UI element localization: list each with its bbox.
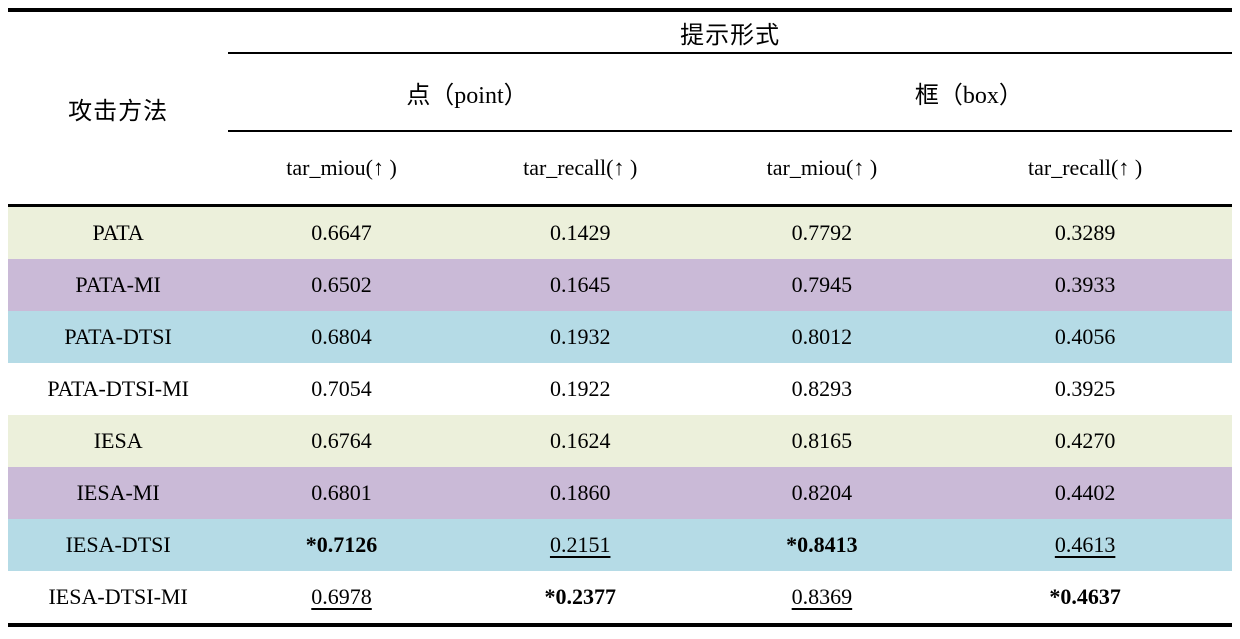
metric-header-tar-recall-point: tar_recall(↑ ) [454,131,706,207]
value-cell: 0.6804 [311,324,372,349]
method-cell: PATA [92,220,144,245]
value-cell: 0.3289 [1054,220,1116,245]
results-table: 攻击方法 提示形式 点（point） 框（box） tar_miou(↑ ) t… [8,8,1232,627]
prompt-form-header: 提示形式 [228,10,1232,54]
metric-header-tar-miou-box: tar_miou(↑ ) [705,131,939,207]
metric-header-tar-recall-box: tar_recall(↑ ) [938,131,1232,207]
value-cell: 0.1922 [549,376,611,401]
value-cell-best: *0.8413 [786,532,858,557]
value-cell: 0.8204 [791,480,853,505]
method-cell: IESA-DTSI-MI [48,584,188,609]
method-cell: IESA [93,428,143,453]
underlined-value: 0.2151 [549,532,611,557]
underlined-value: 0.8369 [791,584,853,609]
table-row: IESA 0.6764 0.1624 0.8165 0.4270 [8,415,1232,467]
value-cell-best: *0.7126 [305,532,378,557]
value-cell-second: 0.8369 [706,571,939,625]
value-cell-best: *0.2377 [544,584,616,609]
method-cell: PATA-DTSI [64,324,172,349]
group-header-point: 点（point） [228,53,706,132]
table-row: PATA-MI 0.6502 0.1645 0.7945 0.3933 [8,259,1232,311]
underlined-value: 0.4613 [1054,532,1116,557]
header-row-prompt-form: 攻击方法 提示形式 [8,10,1232,207]
attack-method-header: 攻击方法 [8,10,229,207]
value-cell: 0.1429 [549,220,611,245]
value-cell: 0.6801 [311,480,372,505]
table-row: IESA-DTSI-MI 0.6978 *0.2377 0.8369 *0.46… [8,571,1232,625]
value-cell: 0.3925 [1054,376,1116,401]
value-cell: 0.4056 [1054,324,1116,349]
value-cell: 0.4270 [1054,428,1116,453]
underlined-value: 0.6978 [311,584,372,609]
table-row: IESA-DTSI *0.7126 0.2151 *0.8413 0.4613 [8,519,1232,571]
value-cell: 0.7054 [311,376,372,401]
value-cell-second: 0.2151 [455,519,706,571]
value-cell: 0.4402 [1054,480,1116,505]
value-cell: 0.7945 [791,272,853,297]
table-row: PATA-DTSI-MI 0.7054 0.1922 0.8293 0.3925 [8,363,1232,415]
value-cell: 0.1624 [549,428,611,453]
table-row: PATA 0.6647 0.1429 0.7792 0.3289 [8,205,1232,259]
metric-header-tar-miou-point: tar_miou(↑ ) [228,131,455,207]
value-cell: 0.6764 [311,428,372,453]
value-cell: 0.8012 [791,324,853,349]
value-cell: 0.8293 [791,376,853,401]
value-cell: 0.3933 [1054,272,1116,297]
method-cell: PATA-MI [75,272,161,297]
value-cell: 0.6502 [311,272,372,297]
method-cell: IESA-MI [76,480,160,505]
table-row: IESA-MI 0.6801 0.1860 0.8204 0.4402 [8,467,1232,519]
value-cell: 0.8165 [791,428,853,453]
header-row-groups: 点（point） 框（box） [8,53,1232,132]
method-cell: IESA-DTSI [65,532,171,557]
value-cell: 0.1860 [549,480,611,505]
value-cell: 0.6647 [311,220,372,245]
value-cell-second: 0.4613 [938,519,1232,571]
method-cell: PATA-DTSI-MI [47,376,189,401]
table-row: PATA-DTSI 0.6804 0.1932 0.8012 0.4056 [8,311,1232,363]
value-cell-best: *0.4637 [1049,584,1121,609]
value-cell-second: 0.6978 [228,571,454,625]
header-row-metrics: tar_miou(↑ ) tar_recall(↑ ) tar_miou(↑ )… [8,131,1232,207]
value-cell: 0.1645 [549,272,611,297]
value-cell: 0.1932 [549,324,611,349]
group-header-box: 框（box） [705,53,1232,132]
value-cell: 0.7792 [791,220,853,245]
